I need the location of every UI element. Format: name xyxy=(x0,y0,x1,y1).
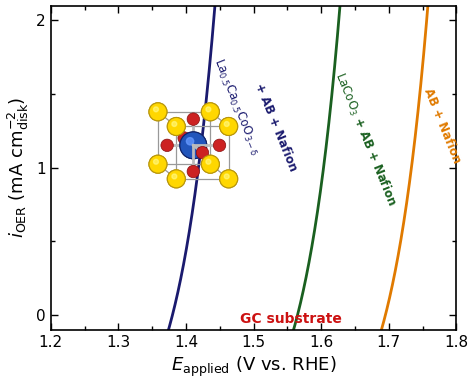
Y-axis label: $\mathit{i}_{\rm OER}$ (mA cm$^{-2}_{\rm disk}$): $\mathit{i}_{\rm OER}$ (mA cm$^{-2}_{\rm… xyxy=(6,97,31,238)
Circle shape xyxy=(201,103,219,121)
Circle shape xyxy=(206,107,211,112)
Circle shape xyxy=(154,107,158,112)
Circle shape xyxy=(149,103,167,121)
Text: AB + Nafion: AB + Nafion xyxy=(421,86,463,165)
Circle shape xyxy=(201,155,219,173)
Circle shape xyxy=(167,170,185,188)
Circle shape xyxy=(206,159,211,164)
Circle shape xyxy=(180,132,207,159)
Circle shape xyxy=(167,117,185,136)
Circle shape xyxy=(167,117,185,136)
X-axis label: $\mathit{E}_{\rm applied}$ (V vs. RHE): $\mathit{E}_{\rm applied}$ (V vs. RHE) xyxy=(171,355,336,380)
Circle shape xyxy=(172,174,177,179)
Circle shape xyxy=(213,139,226,152)
Circle shape xyxy=(224,122,229,127)
Circle shape xyxy=(224,174,229,179)
Circle shape xyxy=(187,165,200,178)
Text: GC substrate: GC substrate xyxy=(240,312,342,326)
Circle shape xyxy=(219,117,237,136)
Circle shape xyxy=(180,132,207,159)
Circle shape xyxy=(196,146,209,159)
Circle shape xyxy=(219,170,237,188)
Circle shape xyxy=(178,132,191,144)
Circle shape xyxy=(149,103,167,121)
Circle shape xyxy=(186,138,194,145)
Circle shape xyxy=(186,138,194,145)
Circle shape xyxy=(154,107,158,112)
Circle shape xyxy=(172,122,177,127)
Circle shape xyxy=(154,159,158,164)
Circle shape xyxy=(167,170,185,188)
Circle shape xyxy=(201,155,219,173)
Circle shape xyxy=(161,139,173,152)
Circle shape xyxy=(206,107,211,112)
Circle shape xyxy=(172,174,177,179)
Circle shape xyxy=(224,174,229,179)
Text: $\rm LaCoO_3$ + AB + Nafion: $\rm LaCoO_3$ + AB + Nafion xyxy=(331,70,400,209)
Circle shape xyxy=(149,155,167,173)
Circle shape xyxy=(154,159,158,164)
Circle shape xyxy=(172,122,177,127)
Circle shape xyxy=(149,155,167,173)
Circle shape xyxy=(206,159,211,164)
Text: + AB + Nafion: + AB + Nafion xyxy=(252,82,300,174)
Circle shape xyxy=(187,113,200,126)
Text: $\rm La_{0.5}Ca_{0.5}CoO_{3-\delta}$: $\rm La_{0.5}Ca_{0.5}CoO_{3-\delta}$ xyxy=(210,56,263,157)
Circle shape xyxy=(201,103,219,121)
Circle shape xyxy=(224,122,229,127)
Circle shape xyxy=(219,170,237,188)
Circle shape xyxy=(219,117,237,136)
